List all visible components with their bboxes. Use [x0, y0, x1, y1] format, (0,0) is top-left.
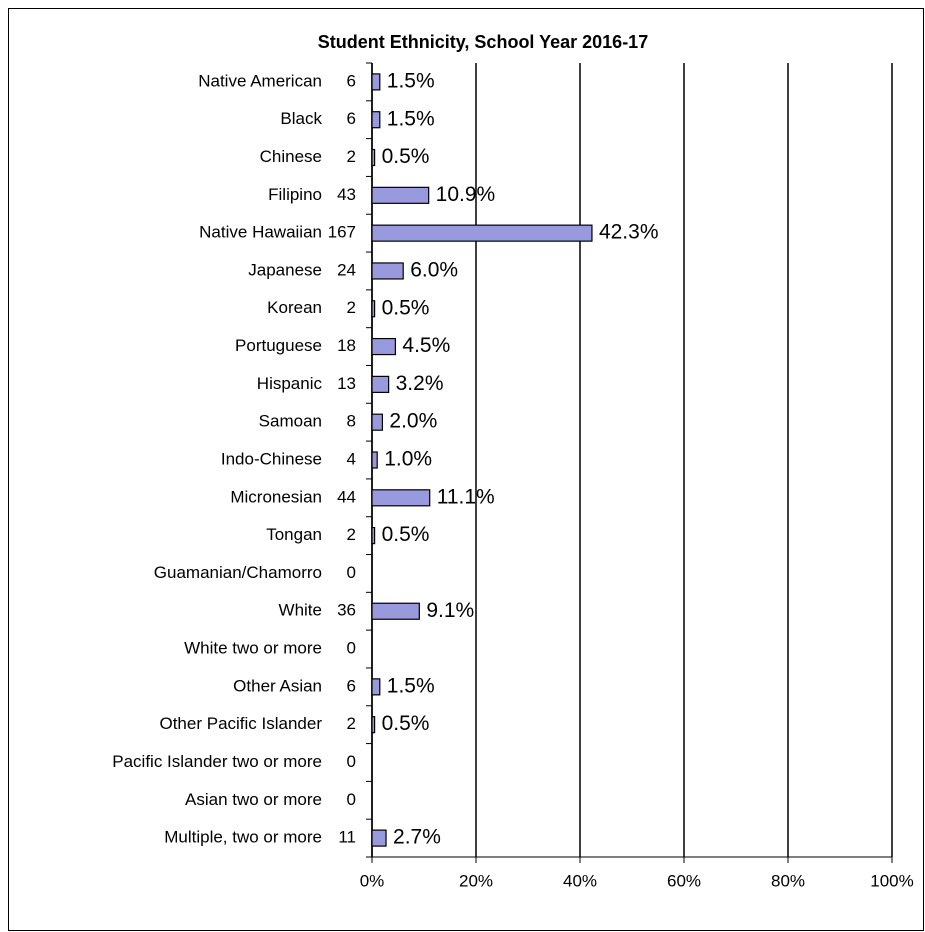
bar: [371, 375, 390, 393]
category-label: White two or more: [184, 639, 322, 658]
bar: [371, 716, 376, 734]
category-label: Tongan: [266, 525, 322, 544]
count-label: 24: [337, 260, 356, 279]
value-label: 2.7%: [393, 826, 441, 849]
count-label: 13: [337, 374, 356, 393]
value-label: 42.3%: [599, 221, 659, 244]
category-label: Asian two or more: [185, 790, 322, 809]
value-label: 9.1%: [426, 599, 474, 622]
bar: [371, 224, 593, 242]
count-label: 2: [347, 525, 356, 544]
category-label: Hispanic: [257, 374, 323, 393]
category-label: Filipino: [268, 185, 322, 204]
count-label: 8: [347, 412, 356, 431]
x-tick-label: 20%: [459, 871, 493, 890]
value-label: 6.0%: [410, 258, 458, 281]
count-label: 0: [347, 790, 356, 809]
category-label: Native American: [198, 71, 322, 90]
x-tick-label: 100%: [870, 871, 913, 890]
value-label: 1.5%: [387, 69, 435, 92]
value-label: 4.5%: [402, 334, 450, 357]
category-label: Chinese: [260, 147, 322, 166]
category-label: Korean: [267, 298, 322, 317]
bar: [371, 829, 387, 847]
category-label: Guamanian/Chamorro: [154, 563, 322, 582]
count-label: 6: [347, 109, 356, 128]
x-tick-label: 80%: [771, 871, 805, 890]
bar: [371, 413, 383, 431]
value-label: 10.9%: [436, 183, 496, 206]
count-label: 4: [347, 449, 356, 468]
category-label: Portuguese: [235, 336, 322, 355]
x-tick-label: 60%: [667, 871, 701, 890]
bar: [371, 73, 381, 91]
category-label: Other Pacific Islander: [159, 714, 322, 733]
value-label: 2.0%: [389, 410, 437, 433]
count-label: 0: [347, 563, 356, 582]
bar: [371, 300, 376, 318]
count-label: 6: [347, 676, 356, 695]
count-label: 11: [338, 828, 356, 847]
count-label: 0: [347, 639, 356, 658]
count-label: 2: [347, 298, 356, 317]
value-label: 0.5%: [382, 523, 430, 546]
value-label: 1.5%: [387, 674, 435, 697]
count-label: 167: [328, 223, 356, 242]
bar: [371, 527, 376, 545]
chart-title: Student Ethnicity, School Year 2016-17: [318, 32, 648, 52]
value-label: 0.5%: [382, 296, 430, 319]
value-label: 0.5%: [382, 712, 430, 735]
category-label: Samoan: [259, 412, 322, 431]
count-label: 2: [347, 147, 356, 166]
bar: [371, 602, 420, 620]
count-label: 2: [347, 714, 356, 733]
bar: [371, 678, 381, 696]
value-label: 3.2%: [396, 372, 444, 395]
category-label: Other Asian: [233, 676, 322, 695]
bar: [371, 186, 430, 204]
count-label: 6: [347, 71, 356, 90]
bar: [371, 262, 404, 280]
count-label: 18: [337, 336, 356, 355]
chart-border: [8, 8, 924, 931]
bar: [371, 111, 381, 129]
category-label: Indo-Chinese: [221, 449, 322, 468]
value-label: 1.5%: [387, 107, 435, 130]
category-label: Micronesian: [230, 487, 322, 506]
count-label: 44: [337, 487, 356, 506]
count-label: 43: [337, 185, 356, 204]
value-label: 0.5%: [382, 145, 430, 168]
value-label: 1.0%: [384, 448, 432, 471]
x-tick-label: 40%: [563, 871, 597, 890]
category-label: Japanese: [248, 260, 322, 279]
bar: [371, 451, 378, 469]
category-label: Native Hawaiian: [199, 223, 322, 242]
category-label: Pacific Islander two or more: [112, 752, 322, 771]
count-label: 0: [347, 752, 356, 771]
value-label: 11.1%: [437, 485, 495, 508]
x-tick-label: 0%: [360, 871, 385, 890]
category-label: Black: [280, 109, 322, 128]
count-label: 36: [337, 601, 356, 620]
category-label: White: [279, 601, 322, 620]
bar: [371, 489, 431, 507]
bar: [371, 337, 396, 356]
category-label: Multiple, two or more: [164, 828, 322, 847]
bar: [371, 148, 376, 167]
